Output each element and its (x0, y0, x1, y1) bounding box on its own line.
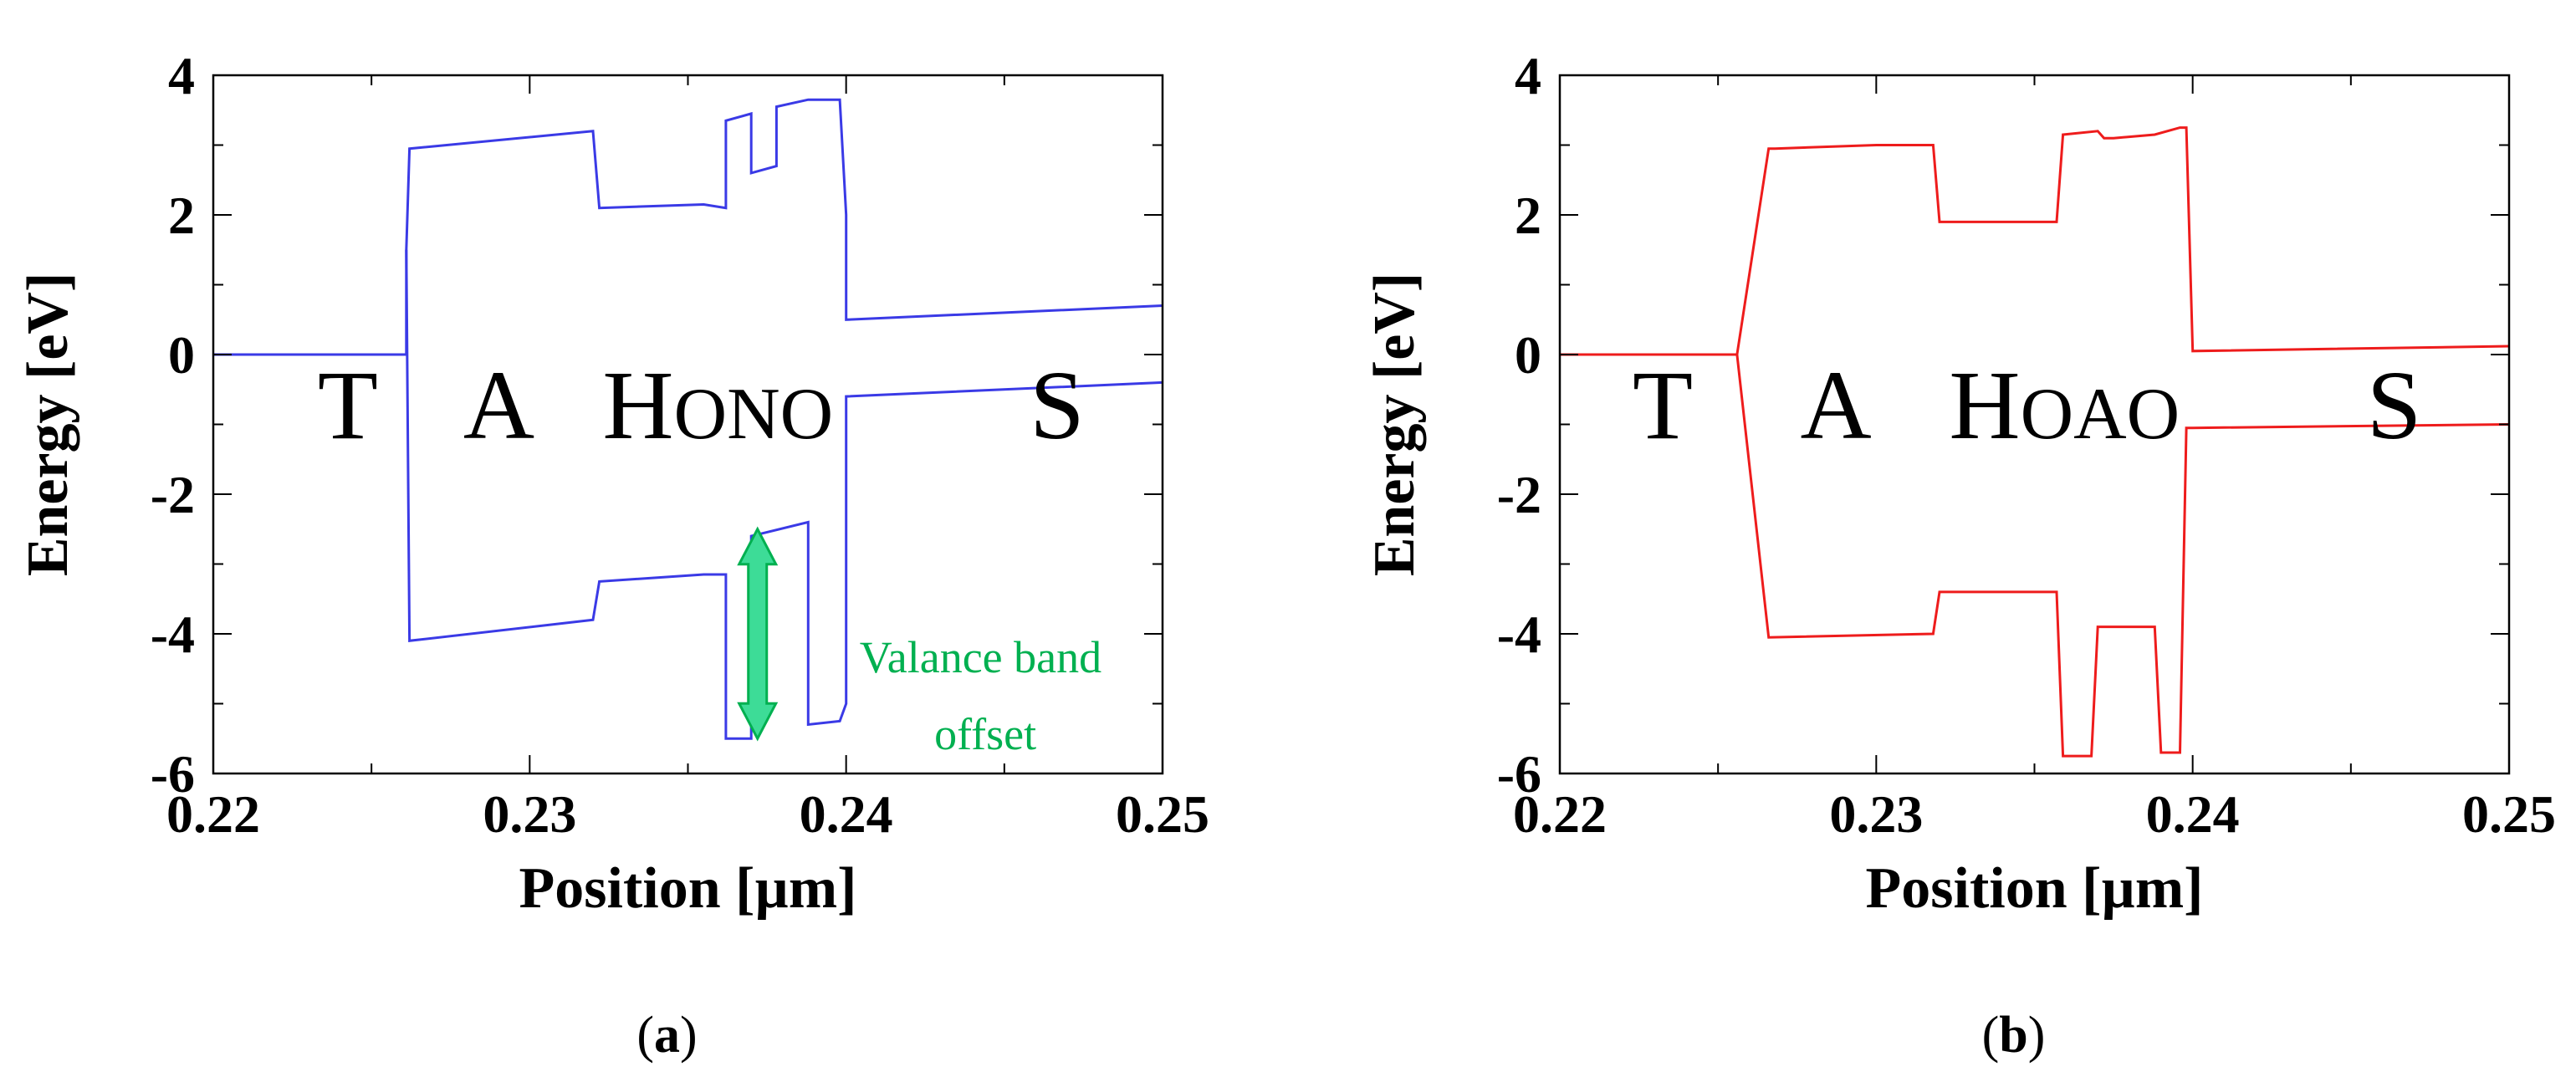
y-tick-label: 0 (1515, 325, 1541, 385)
y-tick-label: -4 (1497, 605, 1541, 664)
region-label: T (318, 350, 378, 460)
panel-caption-a: (a) (636, 1007, 697, 1064)
y-tick-label: -4 (151, 605, 195, 664)
panel-caption-b: (b) (1982, 1007, 2046, 1064)
region-label-subscript: OAO (2021, 374, 2180, 455)
region-label-main: H (1949, 350, 2020, 460)
chart-panel-a: Valance band offset 0.22 0.23 0.24 0.25 -6 -4 -… (16, 46, 1209, 1064)
y-tick-label: -2 (151, 465, 195, 524)
caption-close-paren: ) (2028, 1007, 2046, 1064)
region-label: S (2367, 350, 2422, 460)
region-label: T (1633, 350, 1693, 460)
region-label-main: S (1030, 350, 1085, 460)
y-tick-label: -6 (1497, 744, 1541, 804)
y-tick-label: 2 (168, 186, 195, 245)
y-axis-label-b: Energy [eV] (1362, 273, 1427, 577)
region-label-subscript: ONO (674, 374, 834, 455)
caption-letter: b (1999, 1007, 2027, 1064)
valence-band-line (405, 249, 1163, 740)
y-axis-label-a: Energy [eV] (16, 273, 80, 577)
x-axis-label-a: Position [µm] (519, 856, 857, 921)
x-tick-label: 0.22 (166, 784, 260, 844)
y-tick-label: 2 (1515, 186, 1541, 245)
caption-open-paren: ( (1982, 1007, 2000, 1064)
x-tick-label: 0.24 (800, 784, 893, 844)
caption-open-paren: ( (636, 1007, 654, 1064)
x-tick-label: 0.25 (1116, 784, 1209, 844)
y-tick-label: 4 (1515, 46, 1541, 105)
conduction-band-line (1560, 126, 2510, 356)
valence-band-line (1735, 354, 2510, 758)
x-axis-label-b: Position [µm] (1866, 856, 2204, 921)
x-tick-label: 0.22 (1513, 784, 1607, 844)
region-label: S (1030, 350, 1085, 460)
y-tick-label: -6 (151, 744, 195, 804)
region-label: A (1801, 350, 1872, 460)
conduction-band-line (213, 98, 1163, 356)
y-tick-label: 0 (168, 325, 195, 385)
region-label: HONO (602, 350, 833, 460)
caption-letter: a (654, 1007, 680, 1064)
region-label-main: A (1801, 350, 1872, 460)
region-label: HOAO (1949, 350, 2180, 460)
valence-band-offset-arrow (737, 526, 779, 742)
x-tick-label: 0.23 (483, 784, 576, 844)
region-label-main: T (318, 350, 378, 460)
y-tick-label: 4 (168, 46, 195, 105)
caption-close-paren: ) (680, 1007, 698, 1064)
region-label-main: S (2367, 350, 2422, 460)
region-label-main: T (1633, 350, 1693, 460)
region-label: A (463, 350, 534, 460)
region-label-main: A (463, 350, 534, 460)
x-tick-label: 0.24 (2146, 784, 2240, 844)
x-tick-label: 0.23 (1829, 784, 1923, 844)
x-tick-label: 0.25 (2462, 784, 2556, 844)
annotation-text-line1: Valance band (860, 632, 1101, 682)
region-label-main: H (602, 350, 673, 460)
annotation-text-line2: offset (934, 709, 1036, 759)
y-tick-label: -2 (1497, 465, 1541, 524)
